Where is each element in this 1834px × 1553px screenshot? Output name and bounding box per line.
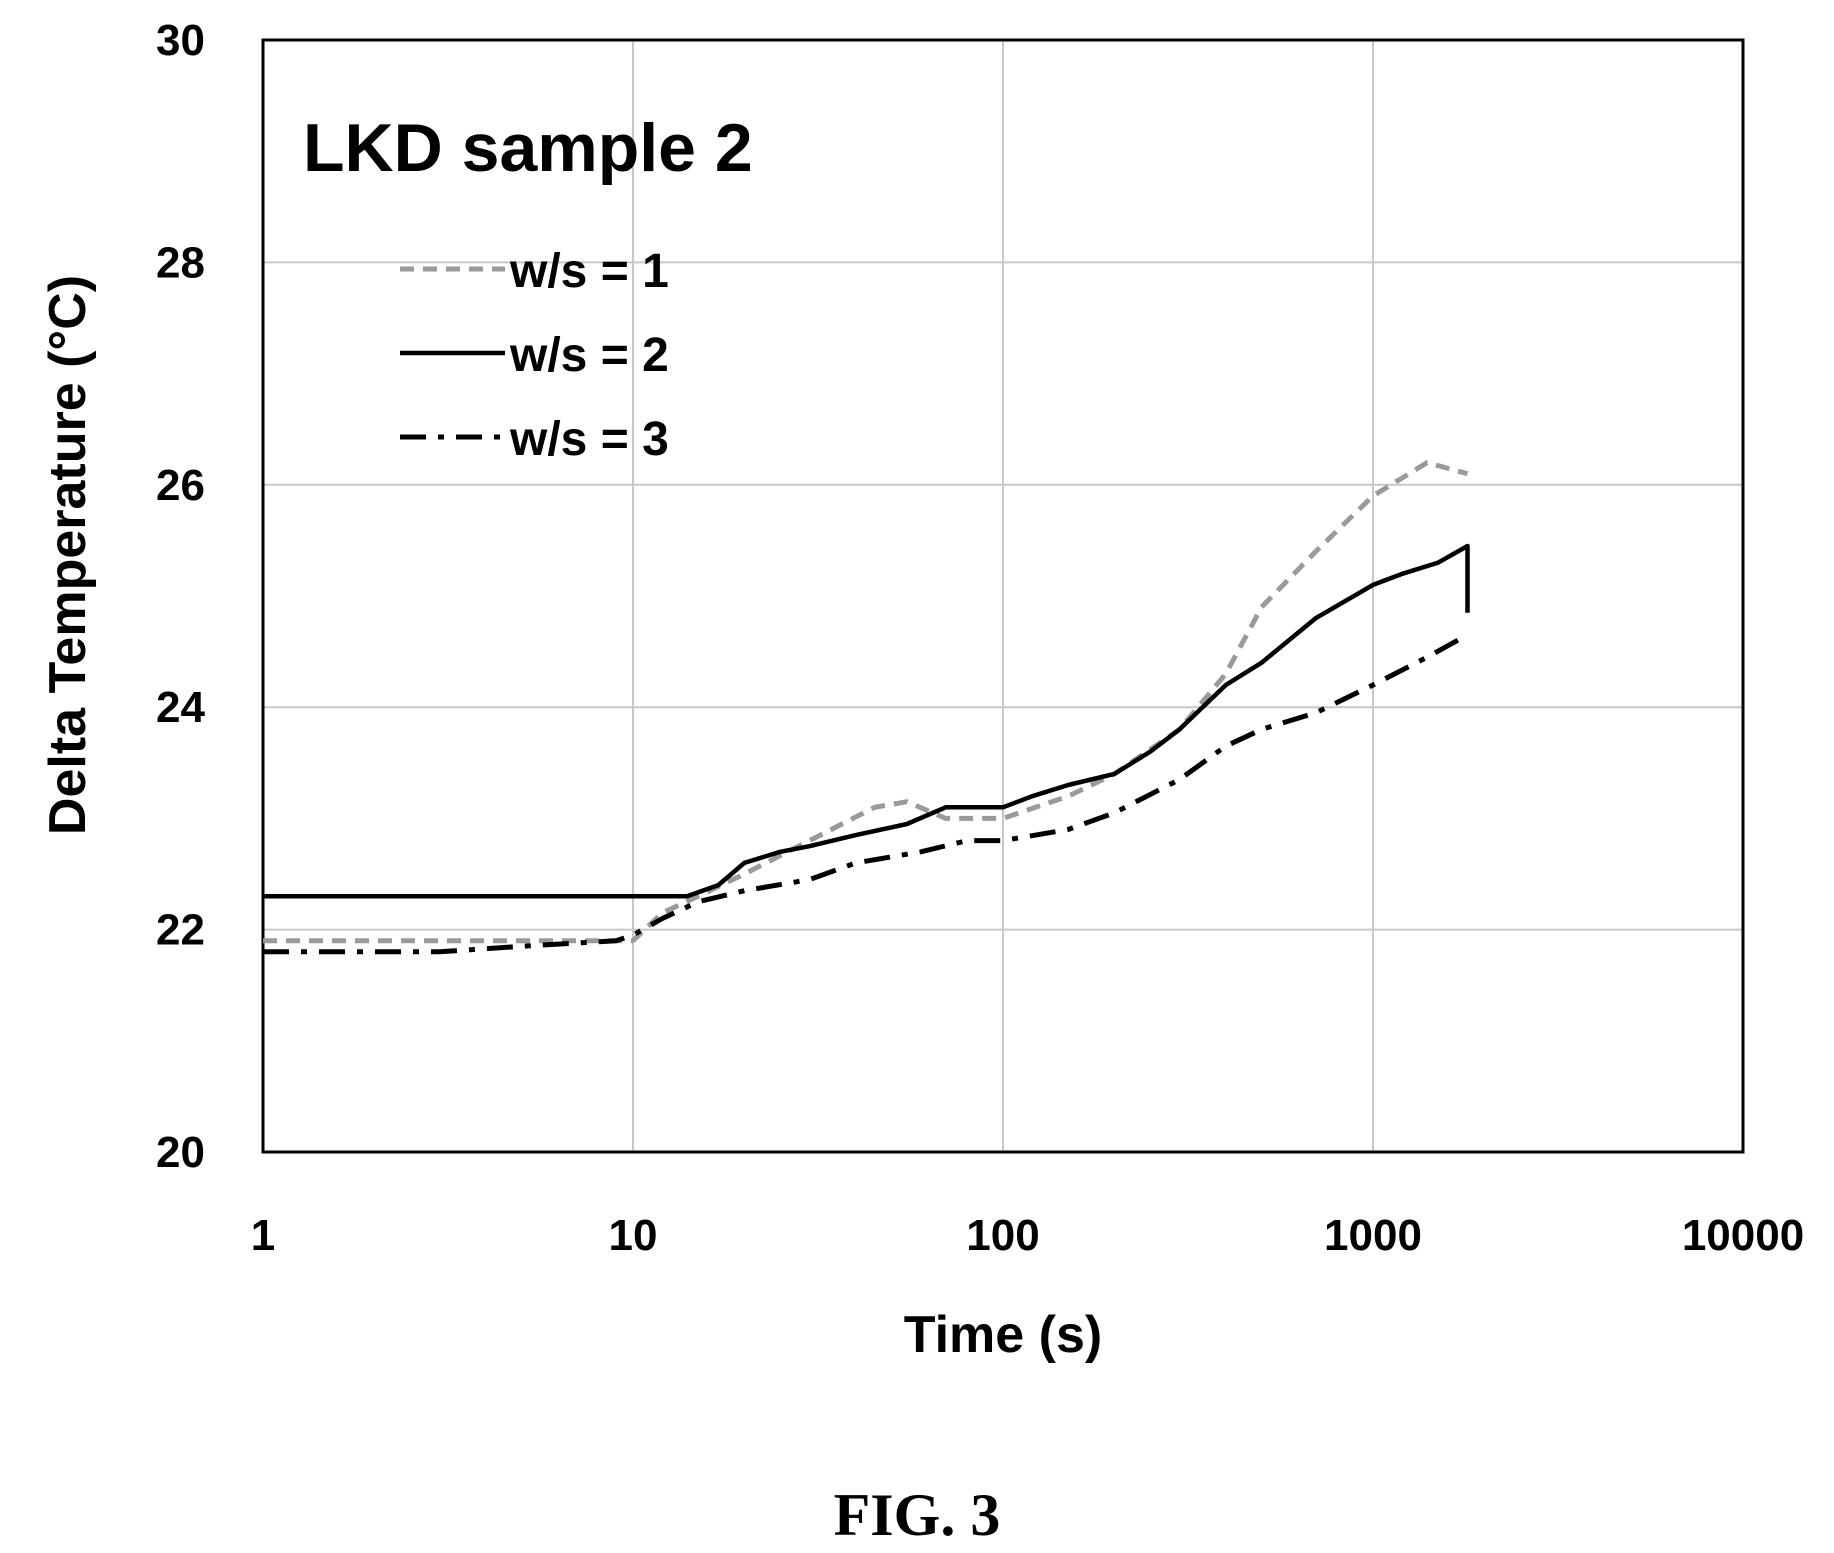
y-axis-ticks: 20 22 24 26 28 30	[156, 16, 205, 1177]
series-line-2	[263, 543, 1470, 899]
x-tick-label: 10000	[1682, 1211, 1804, 1260]
y-tick-label: 26	[156, 461, 205, 510]
y-tick-label: 28	[156, 238, 205, 287]
x-axis-title: Time (s)	[904, 1306, 1102, 1364]
legend-label-1: w/s = 1	[509, 245, 669, 298]
chart-title: LKD sample 2	[303, 110, 753, 186]
y-tick-label: 20	[156, 1128, 205, 1177]
series-line-3	[263, 632, 1469, 955]
series-line-1	[263, 460, 1469, 944]
legend-label-2: w/s = 2	[509, 329, 669, 382]
figure-caption: FIG. 3	[834, 1482, 1001, 1548]
x-tick-label: 1	[251, 1211, 275, 1260]
gridlines	[263, 40, 1743, 1152]
y-tick-label: 30	[156, 16, 205, 65]
y-tick-label: 24	[156, 683, 205, 732]
series-layer	[263, 460, 1470, 955]
x-axis-ticks: 1 10 100 1000 10000	[251, 1211, 1804, 1260]
legend-label-3: w/s = 3	[509, 413, 669, 466]
y-axis-title: Delta Temperature (°C)	[39, 275, 97, 835]
legend: w/s = 1 w/s = 2 w/s = 3	[400, 245, 669, 466]
x-tick-label: 1000	[1324, 1211, 1422, 1260]
y-tick-label: 22	[156, 906, 205, 955]
x-tick-label: 100	[966, 1211, 1039, 1260]
plot-area-frame	[261, 38, 1745, 1154]
x-tick-label: 10	[609, 1211, 658, 1260]
